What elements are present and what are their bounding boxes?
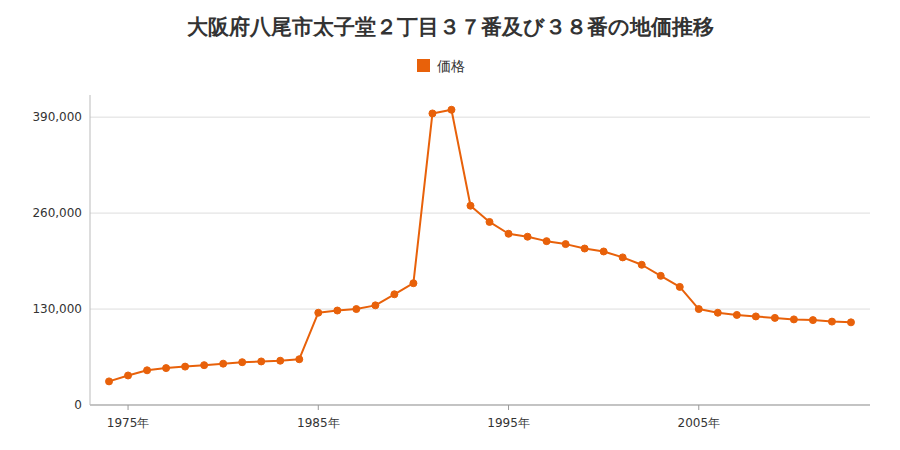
series-marker [790, 316, 797, 323]
series-marker [353, 306, 360, 313]
grid-line [90, 405, 870, 406]
series-marker [600, 248, 607, 255]
series-marker [201, 362, 208, 369]
series-marker [676, 283, 683, 290]
series-marker [733, 311, 740, 318]
series-marker [125, 372, 132, 379]
series-marker [144, 367, 151, 374]
data-area [106, 106, 855, 385]
series-marker [809, 317, 816, 324]
series-marker [429, 110, 436, 117]
x-tick-label: 1985年 [297, 416, 340, 430]
grid-line [90, 309, 870, 310]
x-tick-label: 1995年 [487, 416, 530, 430]
series-marker [828, 318, 835, 325]
grid [90, 117, 870, 405]
series-marker [486, 218, 493, 225]
series-marker [847, 319, 854, 326]
y-tick-label: 130,000 [32, 302, 82, 316]
x-tick-label: 2005年 [678, 416, 721, 430]
x-tick [698, 405, 699, 410]
series-marker [182, 363, 189, 370]
x-axis-line [90, 405, 870, 406]
x-tick [508, 405, 509, 410]
series-marker [581, 245, 588, 252]
series-marker [771, 314, 778, 321]
series-marker [524, 233, 531, 240]
series-marker [695, 306, 702, 313]
grid-line [90, 117, 870, 118]
legend: 価格 [417, 58, 465, 74]
x-tick-label: 1975年 [107, 416, 150, 430]
series-marker [239, 359, 246, 366]
legend-swatch [417, 59, 430, 72]
series-marker [505, 230, 512, 237]
series-marker [467, 202, 474, 209]
series-marker [315, 309, 322, 316]
series-marker [752, 313, 759, 320]
series-marker [638, 261, 645, 268]
series-marker [562, 241, 569, 248]
series-marker [163, 365, 170, 372]
series-marker [448, 106, 455, 113]
chart-title: 大阪府八尾市太子堂２丁目３７番及び３８番の地価推移 [187, 15, 714, 39]
x-tick [128, 405, 129, 410]
y-axis-line [90, 95, 91, 405]
series-marker [220, 360, 227, 367]
series-marker [714, 309, 721, 316]
series-marker [543, 238, 550, 245]
legend-label: 価格 [437, 58, 465, 74]
series-marker [106, 378, 113, 385]
y-tick-label: 260,000 [32, 206, 82, 220]
y-tick-label: 390,000 [32, 110, 82, 124]
series-marker [410, 280, 417, 287]
series-line [109, 110, 851, 382]
series-marker [372, 302, 379, 309]
series-marker [277, 357, 284, 364]
background [0, 0, 900, 450]
series-marker [619, 254, 626, 261]
series-marker [296, 356, 303, 363]
x-tick [318, 405, 319, 410]
series-marker [657, 272, 664, 279]
chart-container: 大阪府八尾市太子堂２丁目３７番及び３８番の地価推移 0 130,000 260,000… [0, 0, 900, 450]
series-marker [391, 291, 398, 298]
series-marker [258, 358, 265, 365]
chart-svg: 大阪府八尾市太子堂２丁目３７番及び３８番の地価推移 0 130,000 260,000… [0, 0, 900, 450]
series-marker [334, 307, 341, 314]
y-tick-label: 0 [74, 398, 82, 412]
